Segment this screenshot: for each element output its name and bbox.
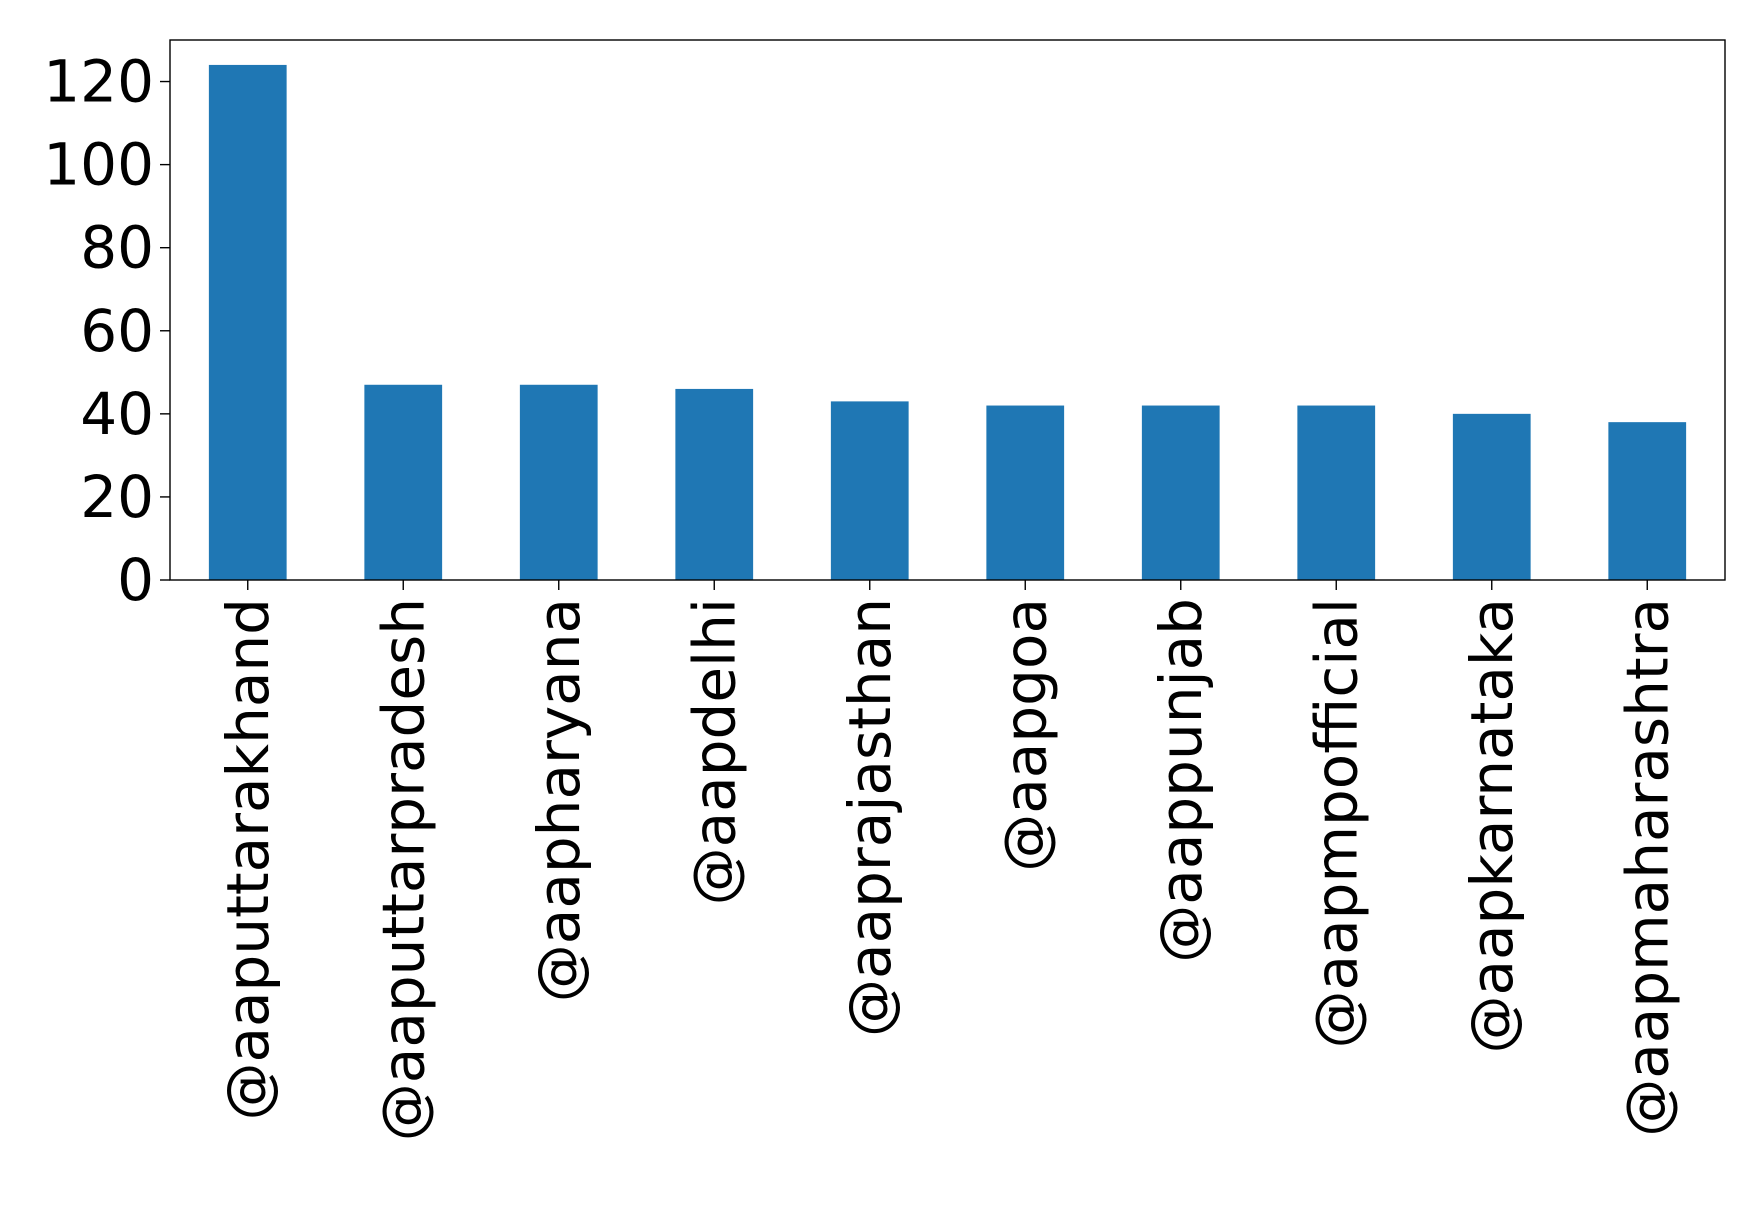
- x-tick-label: @aapmaharashtra: [1613, 598, 1681, 1137]
- bar: [1608, 422, 1687, 580]
- bar: [1297, 405, 1376, 580]
- x-tick-label: @aaputtarakhand: [214, 598, 282, 1121]
- x-axis: @aaputtarakhand @aaputtarpradesh @aapharya…: [214, 580, 1681, 1141]
- x-tick-label: @aappunjab: [1147, 598, 1215, 963]
- y-axis: 0 20 40 60 80 100 120: [43, 48, 170, 614]
- y-tick-label: 80: [80, 214, 154, 282]
- x-tick-label: @aapgoa: [991, 598, 1059, 872]
- y-tick-label: 40: [80, 380, 154, 448]
- x-tick-label: @aapmpofficial: [1302, 598, 1370, 1048]
- bar: [986, 405, 1065, 580]
- bar: [830, 401, 909, 580]
- bar: [519, 384, 598, 580]
- bars-group: [208, 64, 1687, 580]
- x-tick-label: @aapdelhi: [680, 598, 748, 905]
- bar: [208, 64, 287, 580]
- bar: [1452, 413, 1531, 580]
- bar: [1141, 405, 1220, 580]
- bar: [675, 388, 754, 580]
- y-tick-label: 60: [80, 297, 154, 365]
- x-tick-label: @aapkarnataka: [1458, 598, 1526, 1054]
- y-tick-label: 20: [80, 463, 154, 531]
- y-tick-label: 0: [117, 546, 154, 614]
- y-tick-label: 120: [43, 48, 154, 116]
- y-tick-label: 100: [43, 131, 154, 199]
- bar: [364, 384, 443, 580]
- x-tick-label: @aapharyana: [525, 598, 593, 1002]
- x-tick-label: @aaprajasthan: [836, 598, 904, 1037]
- plot-frame: [169, 39, 1726, 581]
- x-tick-label: @aaputtarpradesh: [369, 598, 437, 1141]
